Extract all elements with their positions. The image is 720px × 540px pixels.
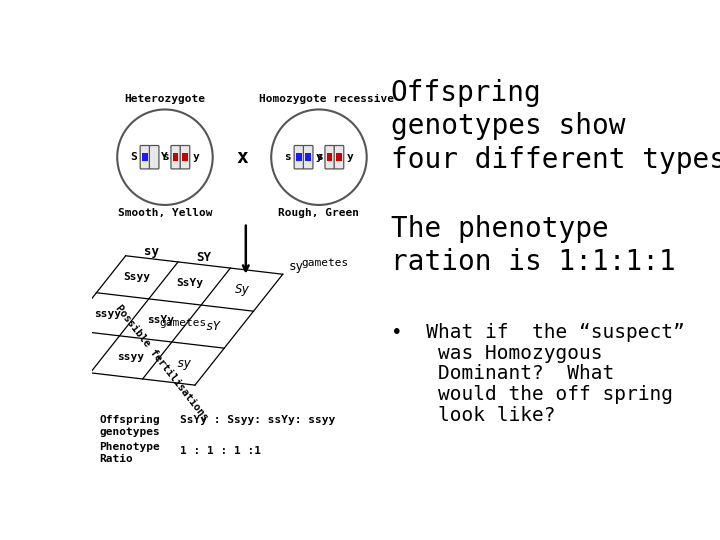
- FancyBboxPatch shape: [171, 145, 181, 169]
- Text: s: s: [162, 152, 168, 162]
- Text: Rough, Green: Rough, Green: [279, 208, 359, 218]
- Text: Smooth, Yellow: Smooth, Yellow: [117, 208, 212, 218]
- FancyBboxPatch shape: [303, 145, 313, 169]
- Text: Heterozygote: Heterozygote: [125, 94, 205, 104]
- Text: y: y: [315, 152, 322, 162]
- Bar: [296, 153, 302, 161]
- Text: SY: SY: [197, 251, 212, 264]
- Bar: [336, 153, 342, 161]
- Text: was Homozygous: was Homozygous: [390, 343, 602, 362]
- Text: y: y: [193, 152, 199, 162]
- Text: sy: sy: [289, 260, 304, 273]
- Text: 1 : 1 : 1 :1: 1 : 1 : 1 :1: [180, 446, 261, 456]
- Text: S: S: [130, 152, 138, 162]
- Text: s: s: [316, 152, 323, 162]
- FancyBboxPatch shape: [140, 145, 150, 169]
- Text: x: x: [236, 148, 248, 167]
- Bar: [305, 153, 311, 161]
- Text: Offspring
genotypes: Offspring genotypes: [99, 415, 161, 437]
- Text: Phenotype
Ratio: Phenotype Ratio: [99, 442, 161, 464]
- Text: Dominant?  What: Dominant? What: [390, 364, 614, 383]
- Text: would the off spring: would the off spring: [390, 385, 672, 404]
- Text: •  What if  the “suspect”: • What if the “suspect”: [390, 323, 684, 342]
- Text: ssyy: ssyy: [94, 309, 122, 319]
- Text: ssyy: ssyy: [117, 353, 145, 362]
- Text: Sy: Sy: [235, 283, 249, 296]
- Text: look like?: look like?: [390, 406, 555, 425]
- Bar: [327, 153, 333, 161]
- Text: Homozygote recessive: Homozygote recessive: [259, 94, 394, 104]
- Text: sy: sy: [176, 357, 191, 370]
- Text: SsYy : Ssyy: ssYy: ssyy: SsYy : Ssyy: ssYy: ssyy: [180, 415, 336, 425]
- Bar: [173, 153, 179, 161]
- Text: sY: sY: [205, 320, 220, 333]
- Text: SsYy: SsYy: [176, 279, 203, 288]
- Text: Y: Y: [161, 152, 168, 162]
- FancyBboxPatch shape: [180, 145, 190, 169]
- FancyBboxPatch shape: [294, 145, 304, 169]
- Text: gametes: gametes: [160, 318, 207, 328]
- Text: Possible fertilisations: Possible fertilisations: [114, 303, 210, 422]
- Text: s: s: [284, 152, 291, 162]
- FancyBboxPatch shape: [325, 145, 335, 169]
- FancyBboxPatch shape: [149, 145, 159, 169]
- Text: y: y: [346, 152, 354, 162]
- Text: sy: sy: [145, 245, 159, 258]
- Bar: [182, 153, 188, 161]
- Text: Offspring
genotypes show
four different types.: Offspring genotypes show four different …: [390, 79, 720, 174]
- Text: Ssyy: Ssyy: [124, 272, 150, 282]
- FancyBboxPatch shape: [334, 145, 343, 169]
- Bar: [143, 153, 148, 161]
- Text: gametes: gametes: [302, 259, 348, 268]
- Text: ssYy: ssYy: [147, 315, 174, 326]
- Text: The phenotype
ration is 1:1:1:1: The phenotype ration is 1:1:1:1: [390, 215, 675, 276]
